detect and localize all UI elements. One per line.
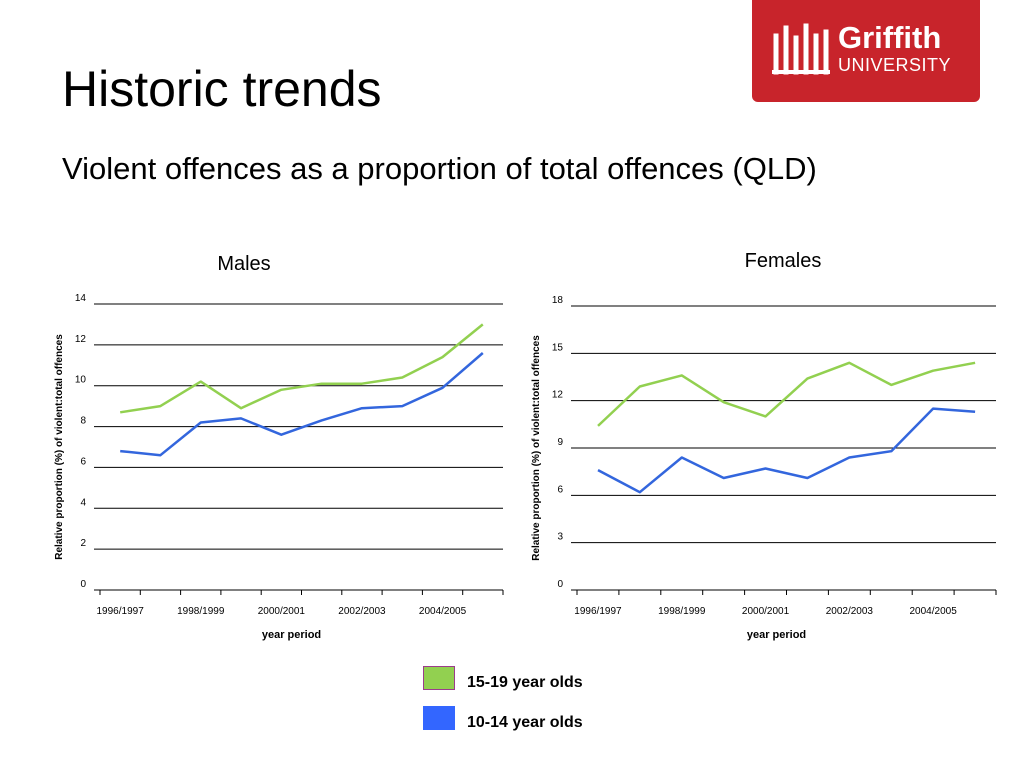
logo-word-griffith: Griffith <box>838 20 942 55</box>
x-axis-label: year period <box>262 629 321 641</box>
y-tick-label: 6 <box>557 484 563 495</box>
y-tick-label: 15 <box>552 342 564 353</box>
x-tick-label: 2002/2003 <box>826 606 874 617</box>
x-tick-label: 1998/1999 <box>177 606 225 617</box>
logo-word-university: UNIVERSITY <box>838 55 952 75</box>
y-tick-label: 14 <box>75 293 87 304</box>
chart-title: Females <box>745 250 822 272</box>
legend-label-15-19: 15-19 year olds <box>467 674 583 691</box>
y-tick-label: 10 <box>75 375 87 386</box>
x-tick-label: 1998/1999 <box>658 606 706 617</box>
x-axis-label: year period <box>747 629 806 641</box>
y-tick-label: 6 <box>80 456 86 467</box>
males-chart: Males 0 2 4 6 8 10 12 14 1996/1997 1998/1999 2000/2… <box>54 253 504 641</box>
slide-title: Historic trends <box>62 61 382 117</box>
chart-title: Males <box>217 253 270 275</box>
y-tick-label: 0 <box>80 579 86 590</box>
legend-label-10-14: 10-14 year olds <box>467 714 583 731</box>
females-chart: Females 0 3 6 9 12 15 18 1996/1997 1998/1999 2000/… <box>531 250 997 641</box>
series-line-10-14 <box>597 407 976 494</box>
legend-swatch-15-19 <box>423 666 455 690</box>
y-axis-label: Relative proportion (%) of violent:total… <box>531 335 542 561</box>
x-tick-label: 2000/2001 <box>258 606 306 617</box>
y-tick-label: 18 <box>552 295 564 306</box>
y-tick-label: 4 <box>80 497 86 508</box>
griffith-emblem-icon <box>772 23 830 75</box>
y-axis-label: Relative proportion (%) of violent:total… <box>54 334 65 560</box>
series-line-10-14 <box>120 352 484 457</box>
series-line-15-19 <box>597 361 976 427</box>
x-tick-label: 1996/1997 <box>574 606 622 617</box>
y-tick-label: 2 <box>80 538 86 549</box>
x-tick-label: 2000/2001 <box>742 606 790 617</box>
griffith-logo: Griffith UNIVERSITY <box>752 0 980 102</box>
x-tick-label: 2002/2003 <box>338 606 386 617</box>
series-line-15-19 <box>120 323 484 414</box>
y-tick-label: 8 <box>80 416 86 427</box>
x-tick-label: 1996/1997 <box>97 606 145 617</box>
slide-subtitle: Violent offences as a proportion of tota… <box>62 151 817 186</box>
y-tick-label: 12 <box>75 334 87 345</box>
x-tick-label: 2004/2005 <box>419 606 467 617</box>
y-tick-label: 9 <box>557 437 563 448</box>
x-tick-label: 2004/2005 <box>910 606 958 617</box>
y-tick-label: 12 <box>552 390 564 401</box>
y-tick-label: 0 <box>557 579 563 590</box>
legend-swatch-10-14 <box>423 706 455 730</box>
y-tick-label: 3 <box>557 532 563 543</box>
